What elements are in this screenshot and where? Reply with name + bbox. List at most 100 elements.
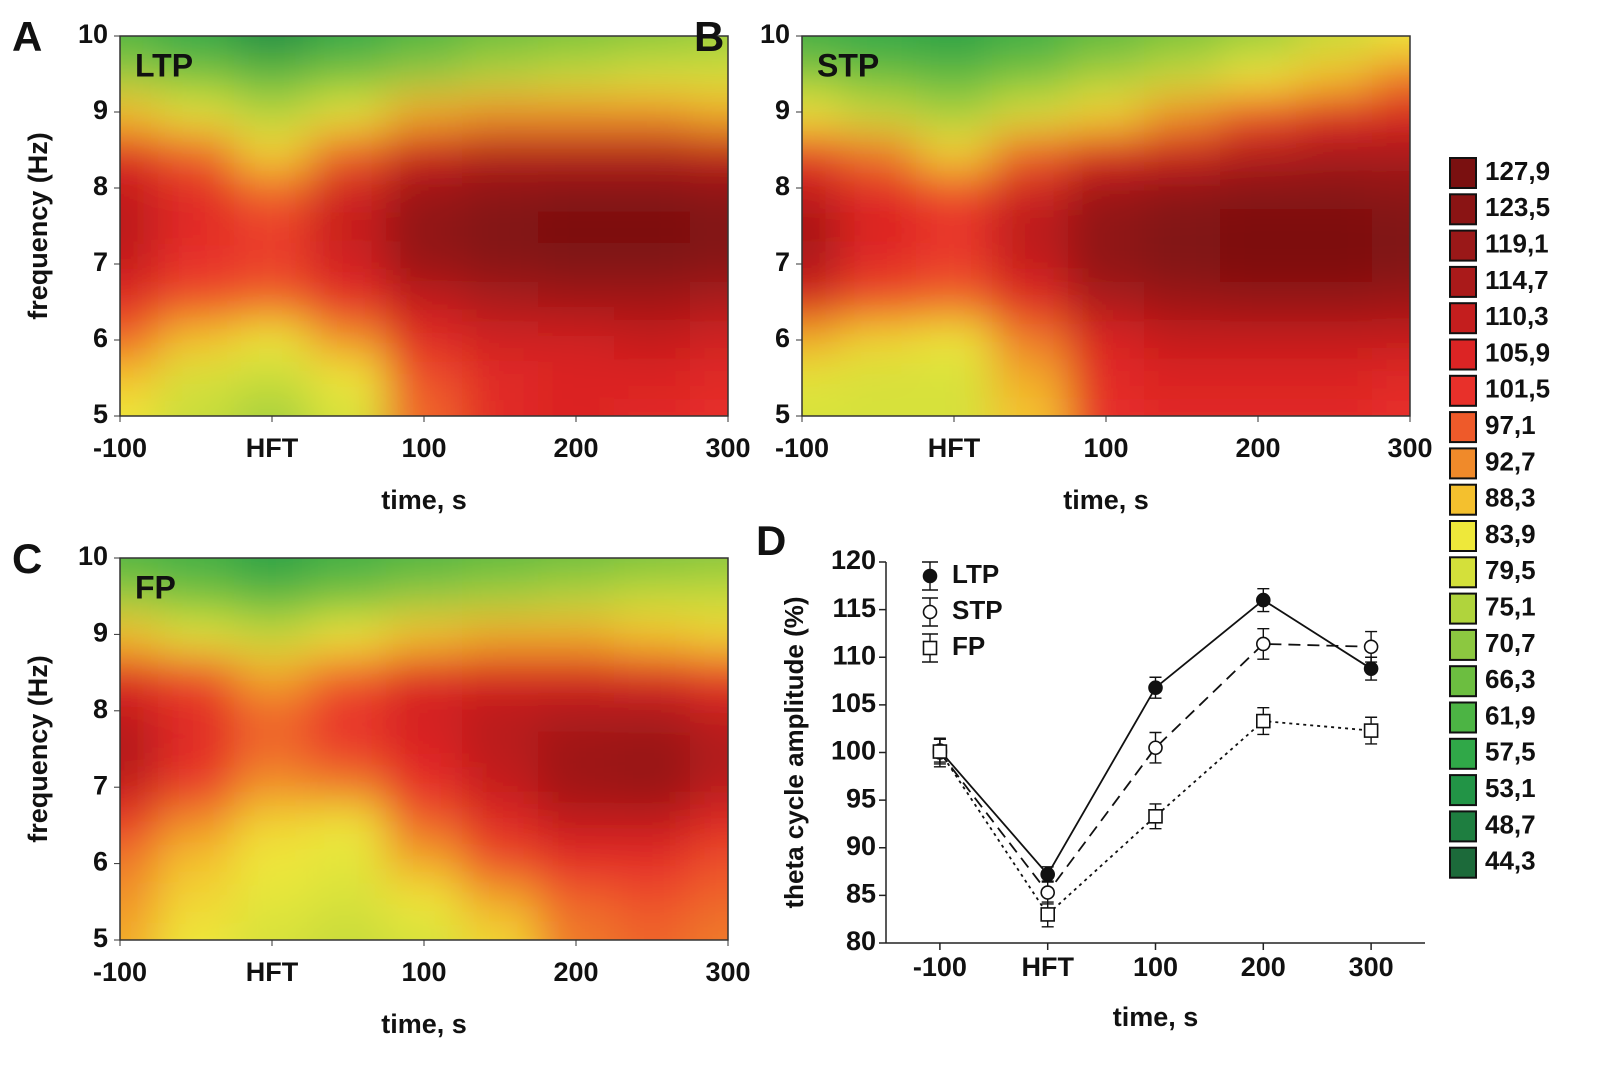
panel-letter: D	[756, 517, 786, 564]
heat-cell	[386, 245, 463, 284]
heat-cell	[386, 844, 463, 884]
heat-cell	[614, 397, 691, 416]
heat-cell	[802, 131, 841, 170]
colorbar-swatch	[1449, 157, 1477, 189]
heat-cell	[386, 359, 463, 398]
y-tick-label: 115	[832, 593, 876, 623]
heat-cell	[992, 207, 1069, 246]
heat-cell	[538, 729, 615, 769]
heat-cell	[992, 397, 1069, 416]
heat-cell	[386, 169, 463, 208]
heat-cell	[462, 653, 539, 693]
colorbar-swatch	[1449, 628, 1477, 661]
heat-cell	[158, 558, 235, 578]
colorbar-swatch	[1449, 411, 1477, 444]
heat-cell	[538, 653, 615, 693]
heat-cell	[538, 131, 615, 170]
heat-cell	[690, 93, 728, 132]
colorbar-swatch	[1449, 520, 1477, 552]
y-tick-label: 6	[775, 323, 790, 353]
heatmap	[120, 558, 728, 940]
y-tick-label: 8	[93, 171, 108, 201]
colorbar-label: 110,3	[1485, 301, 1549, 331]
heat-cell	[120, 558, 159, 578]
heat-cell	[992, 55, 1069, 94]
heat-cell	[538, 93, 615, 132]
heat-cell	[840, 55, 917, 94]
heat-cell	[234, 207, 311, 246]
colorbar-swatch	[1449, 810, 1477, 843]
heat-cell	[538, 577, 615, 616]
heat-cell	[158, 768, 235, 807]
heat-cell	[1372, 359, 1410, 398]
heat-cell	[992, 169, 1069, 208]
colorbar-label: 119,1	[1485, 228, 1549, 258]
heat-cell	[1068, 36, 1145, 56]
heat-cell	[310, 920, 387, 940]
heatmap	[802, 36, 1410, 416]
colorbar-swatch	[1449, 483, 1477, 516]
heat-cell	[1372, 36, 1410, 56]
heat-cell	[310, 36, 387, 56]
heat-cell	[538, 806, 615, 845]
heat-cell	[310, 729, 387, 769]
heat-cell	[690, 844, 728, 884]
heat-cell	[916, 93, 993, 132]
heat-cell	[614, 207, 691, 246]
heat-cell	[916, 131, 993, 170]
heat-cell	[386, 577, 463, 616]
heat-cell	[120, 359, 159, 398]
heat-cell	[614, 768, 691, 807]
heat-cell	[1220, 55, 1297, 94]
heat-cell	[462, 768, 539, 807]
colorbar-label: 83,9	[1485, 519, 1536, 549]
heat-cell	[1144, 207, 1221, 246]
y-tick-label: 9	[775, 95, 790, 125]
heat-cell	[462, 93, 539, 132]
heat-cell	[916, 36, 993, 56]
x-tick-label: 200	[553, 957, 598, 987]
marker	[1040, 885, 1055, 900]
heat-cell	[462, 844, 539, 884]
x-axis-label: time, s	[1063, 485, 1149, 515]
marker	[1148, 680, 1163, 696]
heat-cell	[992, 131, 1069, 170]
heat-cell	[310, 691, 387, 731]
heat-cell	[310, 882, 387, 922]
heat-cell	[916, 283, 993, 322]
heat-cell	[614, 36, 691, 56]
x-tick-label: -100	[93, 433, 147, 463]
heat-cell	[1144, 397, 1221, 416]
heat-cell	[690, 321, 728, 360]
heat-cell	[614, 321, 691, 360]
heat-cell	[462, 920, 539, 940]
x-tick-label: HFT	[246, 957, 299, 987]
heat-cell	[120, 55, 159, 94]
heat-cell	[690, 359, 728, 398]
heat-cell	[1144, 55, 1221, 94]
heat-cell	[690, 558, 728, 578]
heat-cell	[802, 359, 841, 398]
heat-cell	[386, 55, 463, 94]
heat-cell	[310, 359, 387, 398]
heat-cell	[840, 131, 917, 170]
heat-cell	[1296, 169, 1373, 208]
y-tick-label: 9	[93, 95, 108, 125]
heat-cell	[1372, 207, 1410, 246]
colorbar-label: 44,3	[1485, 846, 1536, 876]
y-tick-label: 110	[832, 640, 876, 670]
heat-cell	[120, 882, 159, 922]
heat-cell	[158, 844, 235, 884]
legend-label: STP	[952, 595, 1003, 625]
heat-cell	[386, 615, 463, 654]
heat-cell	[614, 615, 691, 654]
heat-cell	[120, 169, 159, 208]
heat-cell	[462, 283, 539, 322]
heat-cell	[386, 283, 463, 322]
heat-cell	[1296, 359, 1373, 398]
heat-cell	[802, 36, 841, 56]
x-axis-label: time, s	[381, 485, 467, 515]
y-tick-label: 7	[93, 247, 108, 277]
x-tick-label: 300	[705, 433, 750, 463]
colorbar-label: 105,9	[1485, 337, 1550, 367]
